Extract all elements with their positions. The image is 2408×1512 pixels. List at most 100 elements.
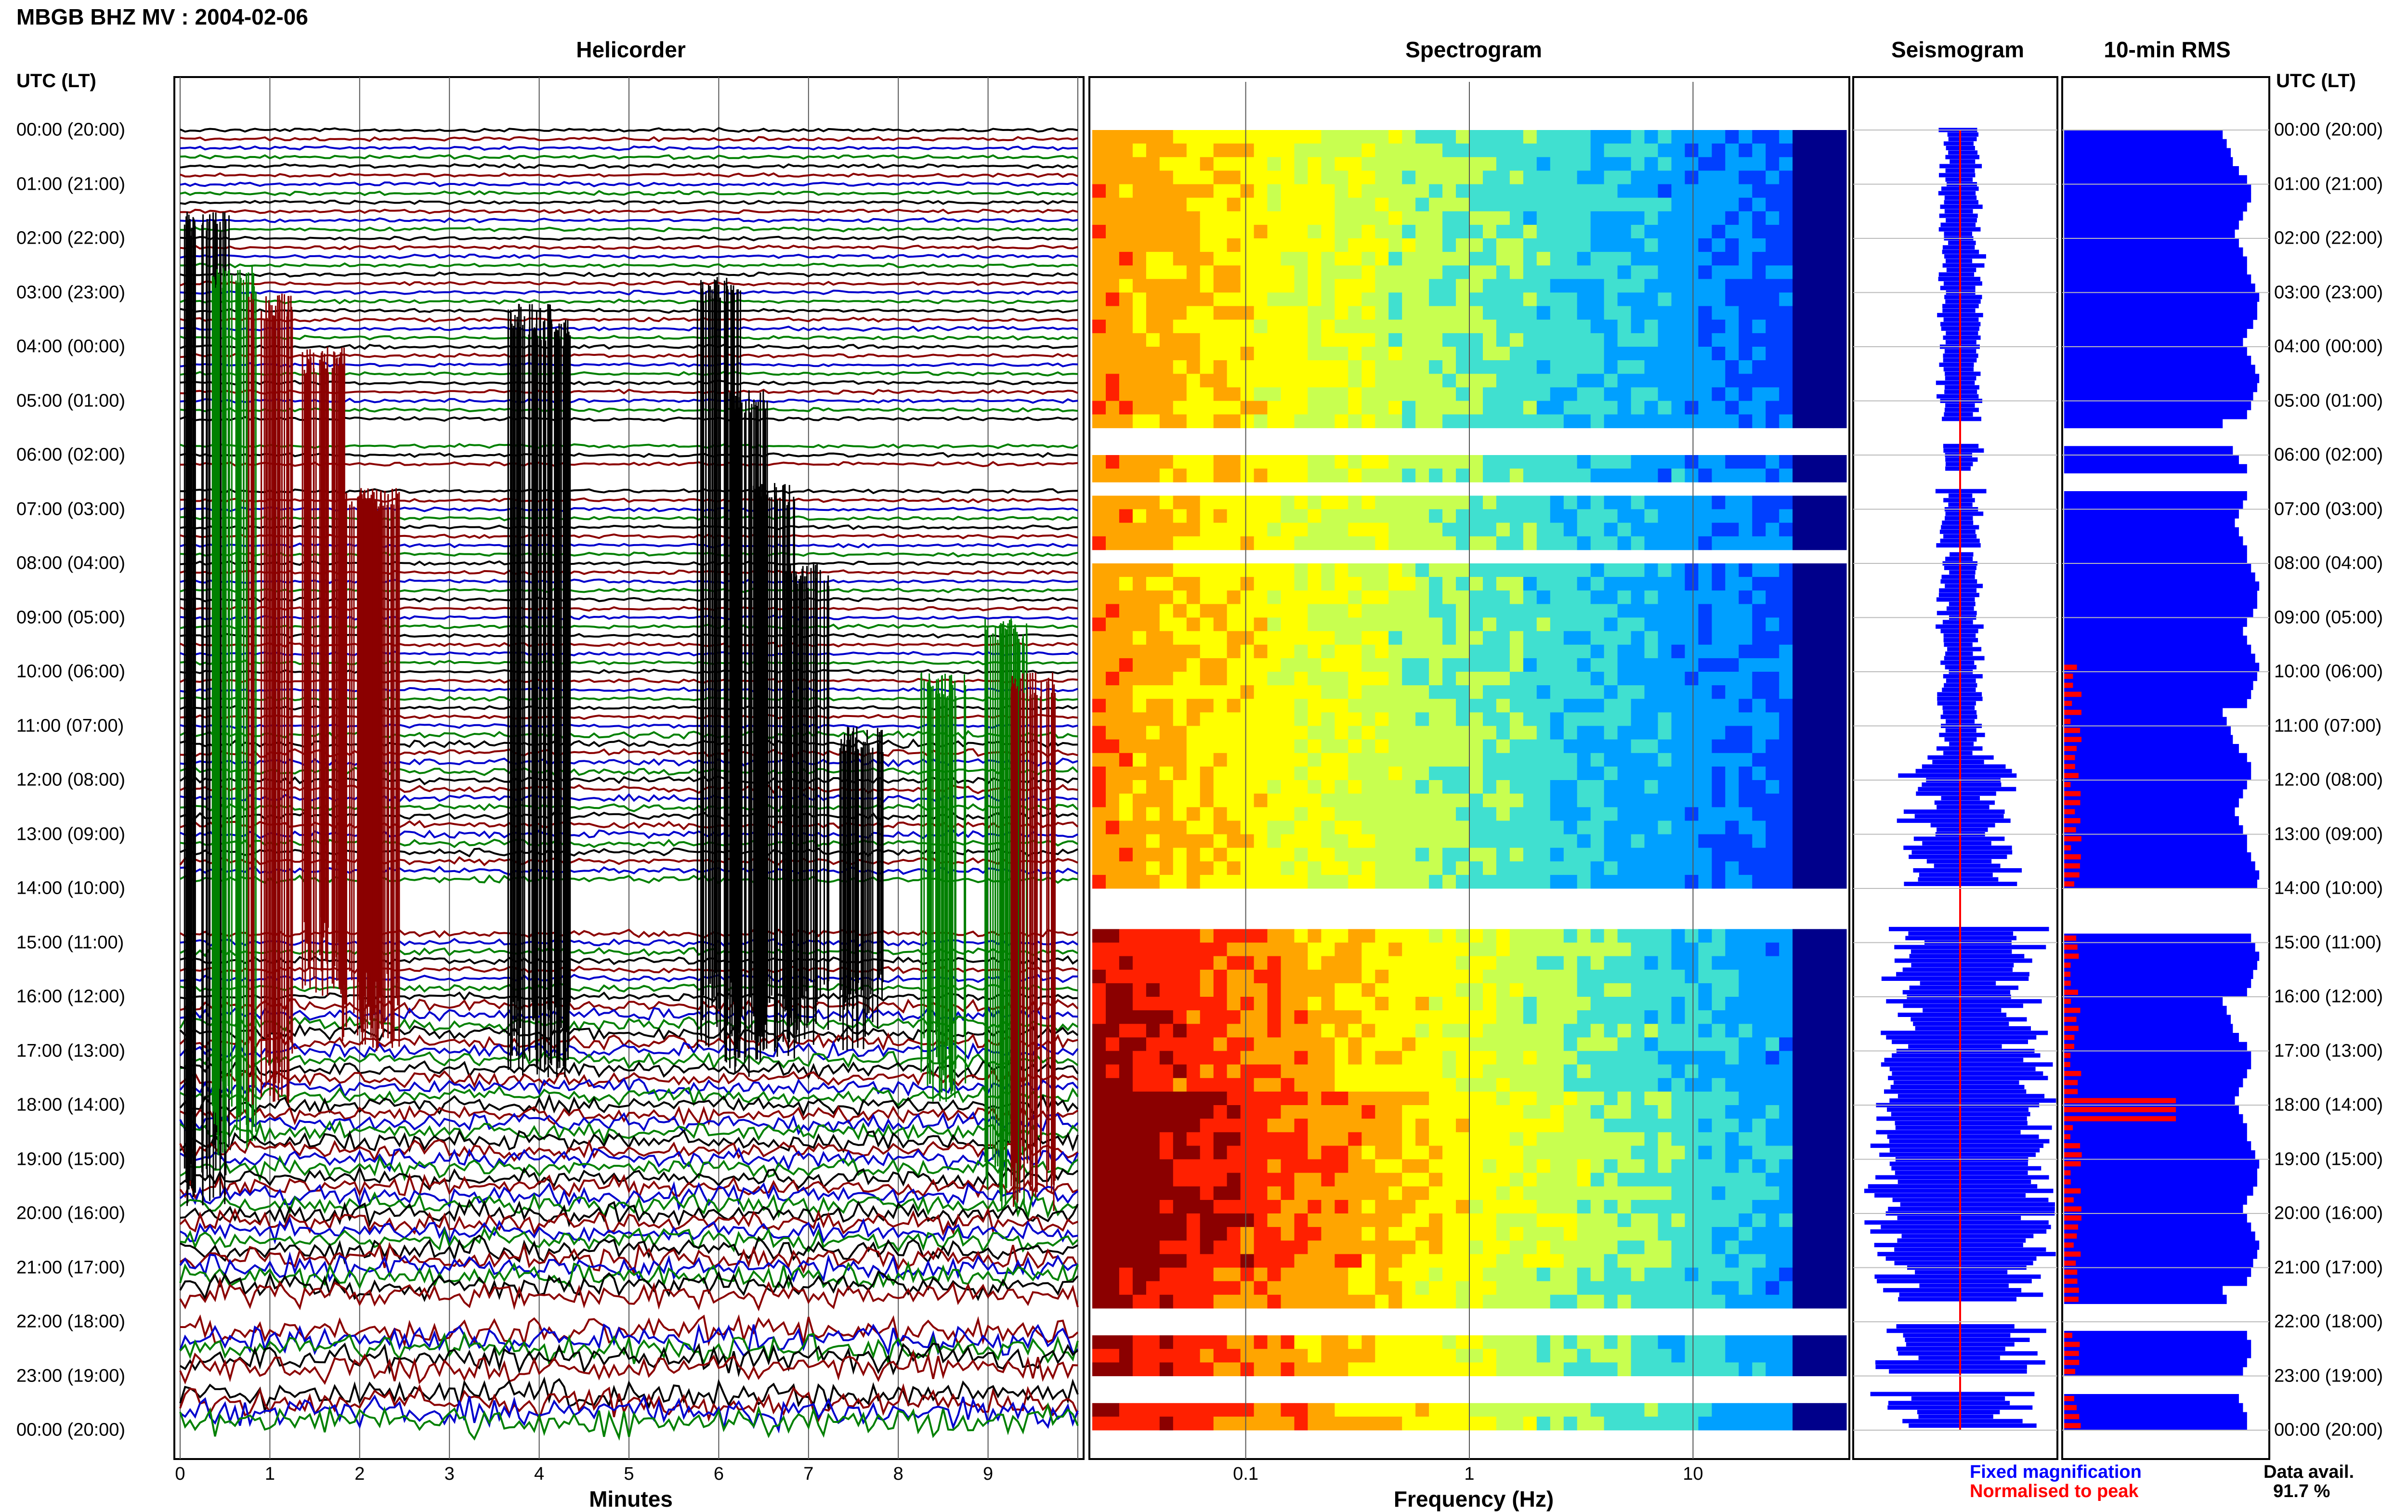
- spectrogram-cell: [1295, 875, 1309, 889]
- spectrogram-cell: [1645, 130, 1659, 144]
- spectrogram-cell: [1685, 834, 1699, 848]
- spectrogram-cell: [1227, 780, 1241, 794]
- spectrogram-cell: [1281, 198, 1295, 212]
- spectrogram-cell: [1645, 1078, 1659, 1092]
- spectrogram-cell: [1335, 1092, 1348, 1106]
- spectrogram-cell: [1779, 170, 1793, 184]
- spectrogram-cell: [1361, 509, 1375, 523]
- spectrogram-cell: [1685, 157, 1699, 171]
- spectrogram-cell: [1685, 265, 1699, 279]
- spectrogram-cell: [1698, 699, 1712, 713]
- spectrogram-cell: [1793, 604, 1806, 618]
- spectrogram-cell: [1241, 143, 1255, 157]
- spectrogram-cell: [1752, 1037, 1766, 1051]
- spectrogram-cell: [1295, 807, 1309, 821]
- spectrogram-cell: [1187, 455, 1201, 469]
- spectrogram-cell: [1833, 1119, 1847, 1133]
- spectrogram-cell: [1335, 848, 1348, 862]
- spectrogram-cell: [1160, 943, 1174, 957]
- spectrogram-cell: [1361, 658, 1375, 672]
- spectrogram-cell: [1429, 929, 1443, 943]
- spectrogram-cell: [1268, 712, 1282, 726]
- spectrogram-cell: [1672, 1146, 1686, 1160]
- spectrogram-cell: [1672, 1051, 1686, 1065]
- spectrogram-cell: [1591, 387, 1605, 401]
- spectrogram-cell: [1645, 306, 1659, 320]
- spectrogram-cell: [1658, 1227, 1672, 1241]
- spectrogram-cell: [1725, 387, 1739, 401]
- spectrogram-cell: [1469, 658, 1483, 672]
- spectrogram-cell: [1295, 130, 1309, 144]
- spectrogram-cell: [1295, 1092, 1309, 1106]
- spectrogram-cell: [1537, 211, 1551, 225]
- spectrogram-cell: [1200, 590, 1214, 604]
- spectrogram-cell: [1119, 563, 1133, 577]
- spectrogram-cell: [1510, 753, 1524, 767]
- spectrogram-cell: [1833, 415, 1847, 429]
- spectrogram-cell: [1604, 861, 1618, 875]
- spectrogram-cell: [1523, 415, 1537, 429]
- spectrogram-cell: [1483, 401, 1497, 415]
- spectrogram-cell: [1645, 1173, 1659, 1187]
- spectrogram-cell: [1375, 1213, 1389, 1227]
- spectrogram-cell: [1402, 495, 1416, 509]
- spectrogram-cell: [1496, 1213, 1510, 1227]
- spectrogram-cell: [1429, 238, 1443, 252]
- spectrogram-cell: [1429, 523, 1443, 537]
- spectrogram-cell: [1577, 821, 1591, 834]
- spectrogram-cell: [1092, 184, 1106, 198]
- spectrogram-cell: [1254, 333, 1268, 347]
- spectrogram-cell: [1361, 861, 1375, 875]
- spectrogram-cell: [1819, 997, 1833, 1011]
- spectrogram-cell: [1388, 1051, 1402, 1065]
- spectrogram-cell: [1712, 1213, 1726, 1227]
- spectrogram-cell: [1550, 306, 1564, 320]
- spectrogram-cell: [1375, 387, 1389, 401]
- spectrogram-cell: [1604, 1105, 1618, 1119]
- spectrogram-cell: [1388, 590, 1402, 604]
- spectrogram-cell: [1133, 523, 1147, 537]
- spectrogram-cell: [1725, 211, 1739, 225]
- spectrogram-cell: [1658, 130, 1672, 144]
- spectrogram-cell: [1160, 347, 1174, 361]
- spectrogram-cell: [1779, 143, 1793, 157]
- spectrogram-cell: [1698, 157, 1712, 171]
- spectrogram-cell: [1214, 523, 1228, 537]
- spectrogram-cell: [1591, 1160, 1605, 1173]
- spectrogram-cell: [1348, 1092, 1362, 1106]
- spectrogram-cell: [1402, 740, 1416, 754]
- spectrogram-cell: [1537, 238, 1551, 252]
- spectrogram-cell: [1631, 320, 1645, 334]
- spectrogram-cell: [1092, 604, 1106, 618]
- spectrogram-cell: [1793, 821, 1806, 834]
- spectrogram-cell: [1712, 509, 1726, 523]
- spectrogram-cell: [1577, 455, 1591, 469]
- spectrogram-cell: [1604, 1200, 1618, 1214]
- spectrogram-cell: [1429, 211, 1443, 225]
- spectrogram-cell: [1241, 712, 1255, 726]
- spectrogram-cell: [1133, 929, 1147, 943]
- spectrogram-cell: [1712, 983, 1726, 997]
- spectrogram-cell: [1510, 157, 1524, 171]
- spectrogram-cell: [1241, 956, 1255, 970]
- spectrogram-cell: [1739, 929, 1753, 943]
- spectrogram-cell: [1133, 631, 1147, 645]
- spectrogram-cell: [1092, 306, 1106, 320]
- spectrogram-cell: [1321, 306, 1335, 320]
- spectrogram-cell: [1106, 983, 1120, 997]
- spectrogram-cell: [1227, 252, 1241, 266]
- spectrogram-cell: [1308, 157, 1322, 171]
- spectrogram-cell: [1604, 469, 1618, 482]
- spectrogram-cell: [1496, 604, 1510, 618]
- spectrogram-cell: [1335, 1037, 1348, 1051]
- spectrogram-cell: [1335, 401, 1348, 415]
- spectrogram-cell: [1321, 1119, 1335, 1133]
- spectrogram-cell: [1187, 970, 1201, 984]
- spectrogram-cell: [1361, 415, 1375, 429]
- spectrogram-cell: [1442, 1051, 1456, 1065]
- spectrogram-cell: [1375, 536, 1389, 550]
- spectrogram-cell: [1672, 618, 1686, 632]
- spectrogram-cell: [1779, 699, 1793, 713]
- spectrogram-cell: [1321, 1160, 1335, 1173]
- spectrogram-cell: [1200, 618, 1214, 632]
